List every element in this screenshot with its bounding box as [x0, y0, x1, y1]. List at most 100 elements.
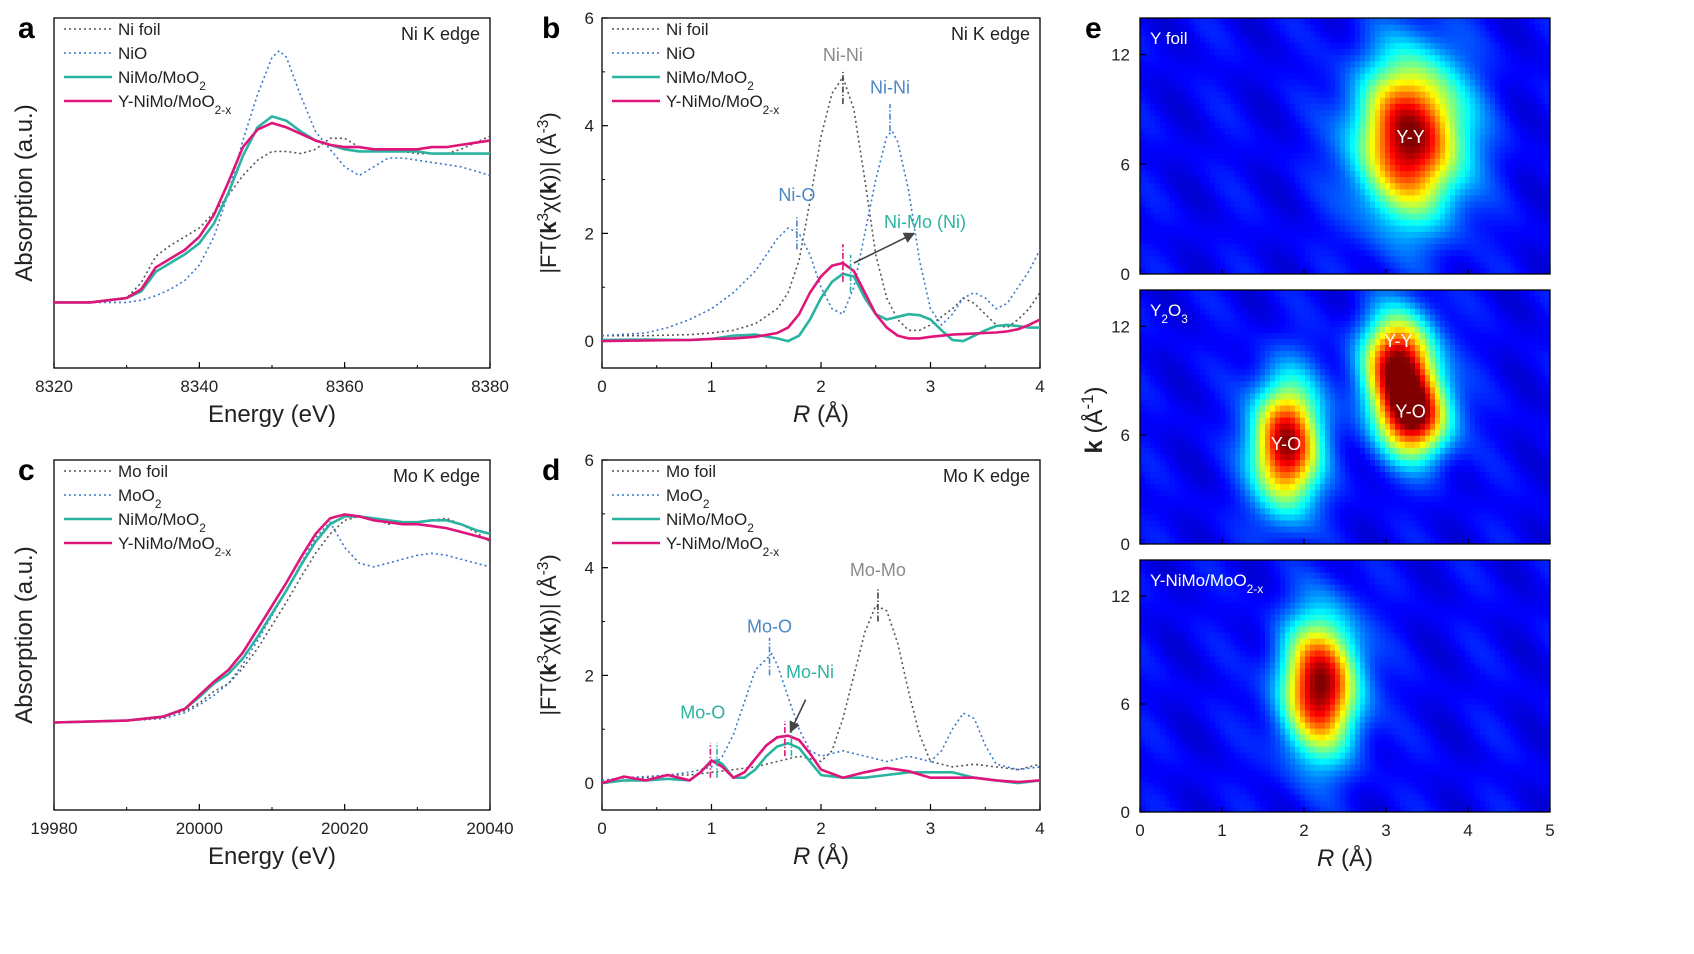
heatmap-cell: [1325, 267, 1331, 274]
heatmap-cell: [1355, 261, 1361, 269]
heatmap-cell: [1455, 170, 1461, 178]
heatmap-cell: [1200, 429, 1206, 436]
heatmap-cell: [1230, 308, 1236, 315]
heatmap-cell: [1270, 296, 1276, 303]
heatmap-cell: [1205, 447, 1211, 454]
heatmap-cell: [1225, 207, 1231, 214]
heatmap-cell: [1505, 170, 1511, 178]
heatmap-cell: [1220, 176, 1226, 184]
heatmap-cell: [1150, 344, 1156, 352]
heatmap-cell: [1285, 255, 1291, 263]
heatmap-cell: [1345, 103, 1351, 110]
heatmap-cell: [1150, 429, 1156, 436]
heatmap-cell: [1490, 66, 1496, 74]
heatmap-cell: [1455, 115, 1461, 123]
heatmap-cell: [1325, 261, 1331, 269]
heatmap-cell: [1495, 42, 1501, 50]
heatmap-cell: [1290, 85, 1296, 92]
heatmap-cell: [1150, 194, 1156, 202]
heatmap-cell: [1460, 219, 1466, 226]
heatmap-cell: [1240, 380, 1246, 388]
heatmap-cell: [1230, 338, 1236, 346]
heatmap-cell: [1505, 72, 1511, 80]
heatmap-cell: [1200, 158, 1206, 165]
heatmap-cell: [1385, 243, 1391, 251]
heatmap-cell: [1490, 152, 1496, 159]
heatmap-cell: [1155, 249, 1161, 257]
heatmap-cell: [1395, 231, 1401, 238]
heatmap-cell: [1235, 525, 1241, 533]
heatmap-cell: [1205, 368, 1211, 376]
heatmap-cell: [1530, 91, 1536, 98]
heatmap-cell: [1180, 176, 1186, 184]
heatmap-cell: [1290, 54, 1296, 62]
heatmap-cell: [1430, 164, 1436, 171]
heatmap-cell: [1385, 85, 1391, 92]
heatmap-cell: [1435, 18, 1441, 25]
heatmap-cell: [1315, 261, 1321, 269]
heatmap-cell: [1520, 237, 1526, 245]
heatmap-cell: [1485, 79, 1491, 86]
heatmap-cell: [1435, 219, 1441, 226]
heatmap-cell: [1430, 48, 1436, 56]
heatmap-cell: [1255, 103, 1261, 110]
heatmap-cell: [1280, 447, 1286, 454]
heatmap-cell: [1215, 225, 1221, 232]
heatmap-cell: [1235, 60, 1241, 68]
heatmap-cell: [1405, 79, 1411, 86]
heatmap-cell: [1185, 24, 1191, 31]
heatmap-cell: [1470, 36, 1476, 43]
heatmap-cell: [1350, 237, 1356, 245]
heatmap-cell: [1150, 308, 1156, 315]
heatmap-cell: [1455, 85, 1461, 92]
heatmap-cell: [1530, 207, 1536, 214]
heatmap-cell: [1185, 411, 1191, 418]
heatmap-cell: [1290, 225, 1296, 232]
heatmap-cell: [1230, 296, 1236, 303]
heatmap-cell: [1410, 139, 1416, 147]
heatmap-cell: [1145, 423, 1151, 430]
heatmap-cell: [1285, 507, 1291, 515]
heatmap-cell: [1265, 513, 1271, 521]
heatmap-cell: [1150, 225, 1156, 232]
heatmap-cell: [1215, 85, 1221, 92]
heatmap-cell: [1365, 213, 1371, 220]
heatmap-cell: [1425, 231, 1431, 238]
heatmap-cell: [1405, 219, 1411, 226]
heatmap-cell: [1140, 79, 1146, 86]
heatmap-cell: [1155, 501, 1161, 509]
heatmap-cell: [1315, 182, 1321, 190]
peak-label: Mo-O: [680, 702, 725, 722]
heatmap-cell: [1500, 255, 1506, 263]
heatmap-cell: [1545, 255, 1550, 263]
heatmap-cell: [1385, 60, 1391, 68]
heatmap-cell: [1160, 513, 1166, 521]
heatmap-cell: [1530, 72, 1536, 80]
heatmap-cell: [1170, 356, 1176, 364]
heatmap-cell: [1145, 36, 1151, 43]
heatmap-cell: [1285, 176, 1291, 184]
heatmap-cell: [1530, 97, 1536, 104]
heatmap-cell: [1275, 332, 1281, 339]
heatmap-cell: [1520, 54, 1526, 62]
heatmap-cell: [1175, 459, 1181, 466]
heatmap-cell: [1225, 261, 1231, 269]
heatmap-cell: [1380, 72, 1386, 80]
heatmap-cell: [1205, 79, 1211, 86]
heatmap-cell: [1215, 54, 1221, 62]
peak-label: Ni-Ni: [870, 77, 910, 97]
heatmap-cell: [1240, 60, 1246, 68]
heatmap-cell: [1400, 219, 1406, 226]
heatmap-cell: [1520, 164, 1526, 171]
heatmap-cell: [1160, 207, 1166, 214]
heatmap-cell: [1205, 213, 1211, 220]
heatmap-cell: [1265, 465, 1271, 473]
heatmap-cell: [1400, 48, 1406, 56]
heatmap-cell: [1345, 115, 1351, 123]
heatmap-cell: [1335, 182, 1341, 190]
heatmap-cell: [1335, 152, 1341, 159]
heatmap-cell: [1450, 18, 1456, 25]
heatmap-cell: [1190, 435, 1196, 442]
heatmap-cell: [1280, 219, 1286, 226]
heatmap-cell: [1540, 60, 1546, 68]
